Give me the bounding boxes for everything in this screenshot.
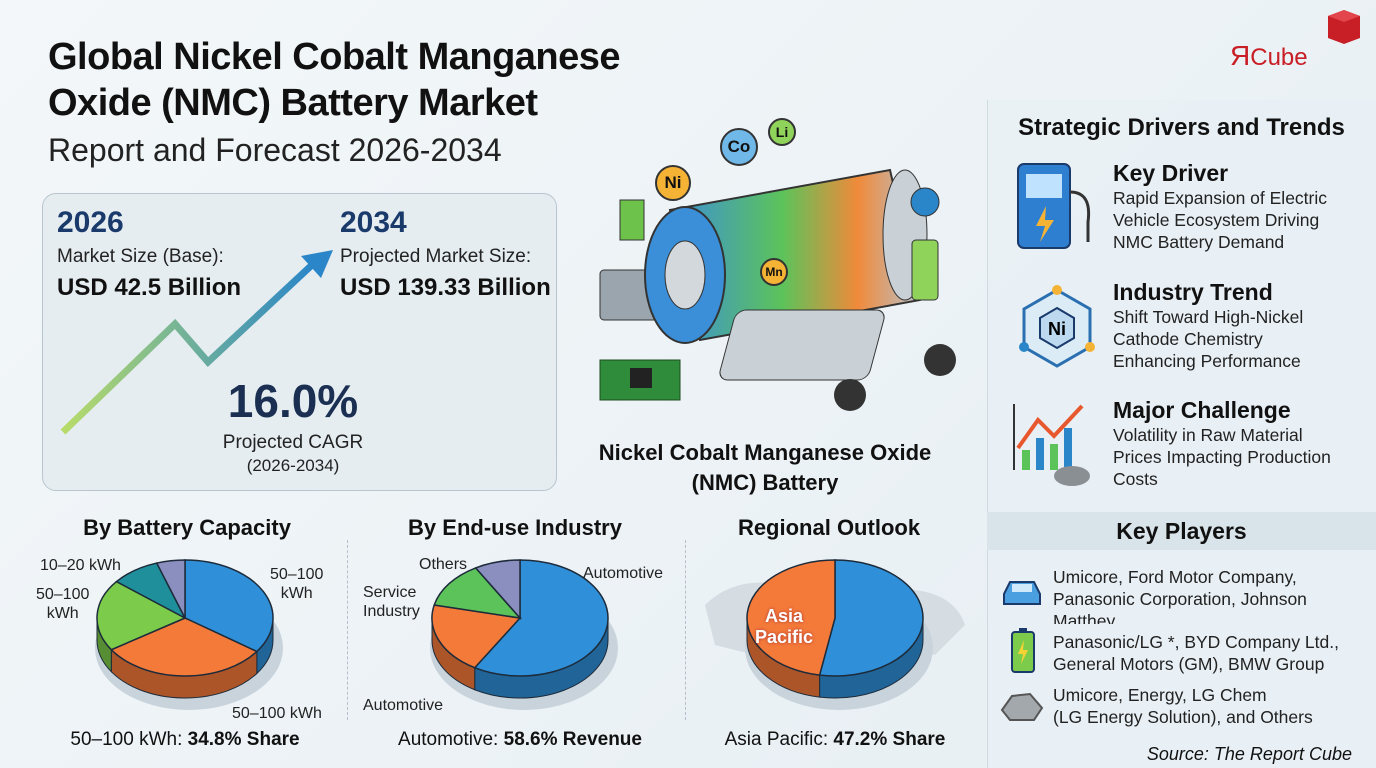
illustration-caption: Nickel Cobalt Manganese Oxide (NMC) Batte… [598, 440, 932, 495]
element-bubble-mn: Mn [760, 258, 788, 286]
pie-chart-regional [745, 559, 933, 710]
source-note: Source: The Report Cube [1146, 744, 1352, 764]
element-bubble-li: Li [768, 118, 796, 146]
logo: ЯCube [1228, 10, 1363, 71]
segment-title-regional: Regional Outlook [737, 515, 921, 540]
pie-label: Automotive [363, 697, 444, 714]
pie-label: 10–20 kWh [40, 557, 121, 574]
growth-arrow-icon [60, 250, 333, 435]
pie-label: Others [419, 556, 468, 573]
car-icon [1003, 581, 1041, 605]
segment-title-capacity: By Battery Capacity [83, 515, 291, 540]
pie-label: Automotive [583, 565, 664, 582]
driver-item-key: Key Driver Rapid Expansion of Electric Veh… [1113, 160, 1327, 252]
divider [685, 540, 686, 720]
pie-label: 50–100 kWh [270, 566, 324, 602]
svg-text:Ni: Ni [1048, 319, 1066, 339]
pie-slice [155, 559, 186, 619]
pie-label: 50–100 kWh [36, 586, 90, 622]
pie-chart-end-use [430, 559, 618, 710]
pie-slice [184, 559, 274, 653]
pie-label: 50–100 kWh [232, 705, 322, 722]
market-summary-card: 2026 Market Size (Base): USD 42.5 Billio… [42, 193, 557, 491]
pie-slice [433, 567, 522, 620]
divider [347, 540, 348, 720]
pie-slice [96, 580, 187, 651]
battery-icon [1011, 628, 1035, 673]
segment-footer-end-use: Automotive: 58.6% Revenue [398, 729, 642, 750]
key-players-heading: Key Players [987, 512, 1376, 550]
pie-slice [746, 559, 836, 676]
key-players-group-3: Umicore, Energy, LG Chem (LG Energy Solut… [1053, 685, 1313, 727]
cube-logo-icon [1328, 10, 1360, 44]
pie-slice [818, 559, 924, 677]
segment-title-end-use: By End-use Industry [408, 515, 622, 540]
pie-label: Asia Pacific [755, 606, 814, 647]
segment-footer-capacity: 50–100 kWh: 34.8% Share [70, 729, 300, 750]
pie-chart-capacity [95, 559, 283, 710]
price-chart-icon [1013, 404, 1090, 486]
pie-slice [431, 604, 522, 669]
drivers-heading: Strategic Drivers and Trends [1018, 114, 1345, 141]
ore-rock-icon [1000, 692, 1044, 721]
element-bubble-ni: Ni [655, 165, 691, 201]
pie-slice [474, 559, 521, 620]
key-players-group-1: Umicore, Ford Motor Company, Panasonic Co… [1053, 567, 1307, 624]
nmc-battery-illustration [599, 168, 956, 411]
segment-footer-regional: Asia Pacific: 47.2% Share [724, 729, 946, 750]
pie-slice [109, 617, 259, 677]
key-players-group-2: Panasonic/LG *, BYD Company Ltd., General… [1053, 632, 1339, 674]
nickel-molecule-icon: Ni [1019, 285, 1095, 368]
driver-item-trend: Industry Trend Shift Toward High-Nickel Ca… [1113, 279, 1304, 371]
ev-charger-icon [1017, 163, 1091, 249]
page-title: Global Nickel Cobalt Manganese Oxide (NMC… [48, 36, 621, 124]
page-subtitle: Report and Forecast 2026-2034 [48, 132, 502, 168]
pie-slice [473, 559, 609, 677]
driver-item-challenge: Major Challenge Volatility in Raw Materia… [1113, 397, 1331, 489]
pie-label: Service Industry [363, 584, 420, 620]
element-bubble-co: Co [720, 128, 758, 166]
